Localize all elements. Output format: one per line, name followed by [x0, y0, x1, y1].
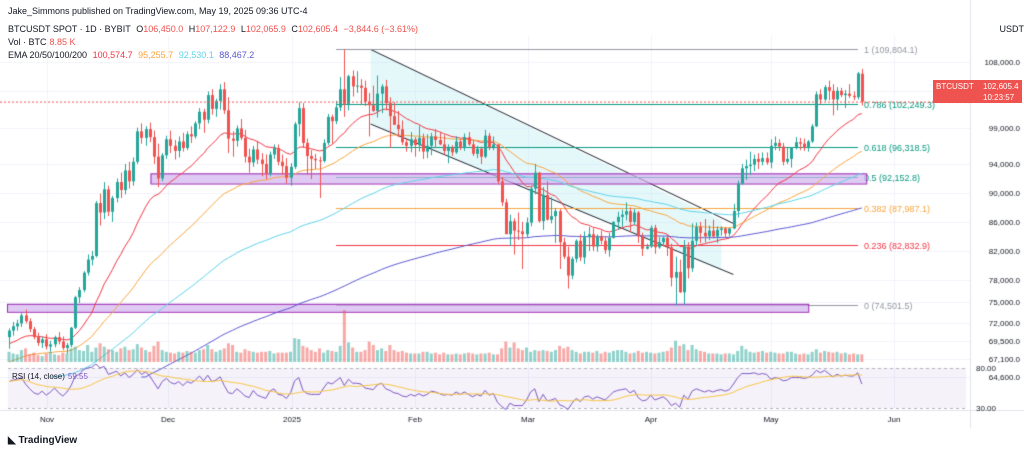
ema50-value: 95,255.7 — [138, 50, 174, 60]
high-label: H — [188, 24, 196, 34]
last-price-tag: BTCUSDT 102,605.4 10:23:57 — [933, 80, 1022, 103]
ema100-value: 92,530.1 — [178, 50, 214, 60]
price-tag-symbol: BTCUSDT — [936, 82, 974, 91]
ema200-value: 88,467.2 — [219, 50, 255, 60]
rsi-label: RSI (14, close) — [12, 372, 65, 381]
rsi-value: 59.55 — [67, 372, 88, 381]
volume-value: 8.85 K — [49, 37, 76, 47]
ema-legend[interactable]: EMA 20/50/100/200 100,574.7 95,255.7 92,… — [8, 50, 257, 60]
change-value: −3,844.6 (−3.61%) — [343, 24, 419, 34]
published-line: Jake_Simmons published on TradingView.co… — [8, 6, 308, 16]
open-value: 106,450.0 — [143, 24, 184, 34]
currency-label: USDT — [999, 24, 1024, 34]
price-tag-countdown: 10:23:57 — [983, 93, 1015, 102]
low-label: L — [240, 24, 246, 34]
volume-label: Vol · BTC — [8, 37, 47, 47]
tradingview-logo[interactable]: ◣ TradingView — [8, 435, 78, 446]
rsi-legend[interactable]: RSI (14, close) 59.55 — [12, 372, 91, 381]
logo-icon: ◣ — [8, 435, 19, 446]
close-value: 102,605.4 — [297, 24, 338, 34]
volume-legend[interactable]: Vol · BTC 8.85 K — [8, 37, 79, 47]
low-value: 102,065.9 — [245, 24, 286, 34]
close-label: C — [291, 24, 298, 34]
open-label: O — [136, 24, 144, 34]
ema20-value: 100,574.7 — [92, 50, 133, 60]
symbol-label[interactable]: BTCUSDT SPOT · 1D · BYBIT — [8, 24, 131, 34]
ohlc-line: BTCUSDT SPOT · 1D · BYBIT O106,450.0 H10… — [8, 24, 421, 34]
price-tag-price: 102,605.4 — [983, 82, 1019, 91]
ema-label: EMA 20/50/100/200 — [8, 50, 88, 60]
high-value: 107,122.9 — [195, 24, 236, 34]
